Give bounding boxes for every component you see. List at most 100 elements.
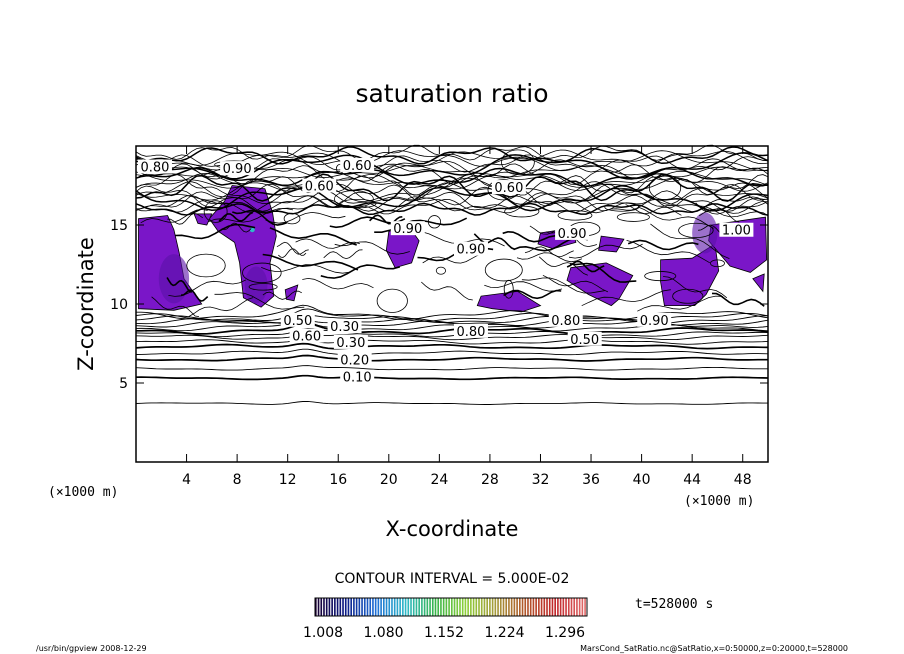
contour-label: 0.90 [456,243,485,258]
contour-label-bg [719,222,754,237]
colorbar-swatch [320,598,323,616]
contour-labels: 0.100.200.300.300.500.60 0.800.800.500.90… [137,157,754,386]
contour-line [695,202,740,223]
colorbar-swatch [578,598,581,616]
colorbar-swatch [385,598,388,616]
contour-line [135,333,769,341]
contour-loop [644,271,677,282]
x-tick-label: 20 [380,472,398,488]
colorbar-swatch [554,598,556,616]
time-label: t=528000 s [635,597,713,612]
colorbar-swatch [491,598,494,616]
x-axis-ticks: 4 8 12 16 20 24 28 32 36 40 44 48 [182,146,752,488]
contour-loop [501,149,535,175]
colorbar-swatch [407,598,410,616]
colorbar-swatch [344,598,347,616]
colorbar-swatch [505,598,508,616]
colorbar-swatch [393,598,396,616]
colorbar-swatch [391,598,393,616]
contour-line [320,264,401,279]
contour-loop [557,210,593,221]
colorbar-swatch [467,598,469,616]
colorbar-swatch [418,598,420,616]
y-axis-ticks: 5 10 15 [110,218,768,392]
contour-line [140,208,208,224]
contour-line [135,163,769,185]
colorbar-swatch [483,598,486,616]
contour-loop [334,190,374,208]
contour-line [473,233,516,251]
colorbar-swatch [546,598,548,616]
contour-label: 0.20 [340,353,369,368]
colorbar-swatch [581,598,584,616]
colorbar-swatch [366,598,369,616]
contour-line [570,262,637,283]
colorbar-frame [314,597,588,617]
colorbar-swatch [421,598,423,616]
contour-line [135,339,769,345]
x-tick-label: 4 [182,472,191,488]
x-unit-label: (×1000 m) [684,494,754,509]
contour-line [566,260,605,273]
colorbar-swatch [388,598,391,616]
contour-line [135,149,769,167]
colorbar-swatch [510,598,513,616]
contour-line [135,173,769,196]
colorbar-swatch [461,598,464,616]
contour-label-bg [137,159,172,174]
colorbar-swatch [396,598,399,616]
colorbar-tick-label: 1.296 [545,625,585,641]
contour-loop [503,279,514,299]
contour-line [650,223,730,259]
colorbar-swatch [437,598,440,616]
colorbar-swatch [442,598,445,616]
contour-line [262,253,359,271]
contour-label-bg [333,334,368,349]
colorbar-swatch [502,598,505,616]
colorbar-swatch [576,598,578,616]
contour-label-bg [453,323,488,338]
colorbar-swatch [567,598,570,616]
contour-loop [484,258,523,282]
colorbar-swatch [334,598,336,616]
colorbar-tick-label: 1.008 [303,625,343,641]
contour-loop [427,215,441,229]
x-axis-label: X-coordinate [386,517,519,541]
contour-label: 0.90 [558,227,587,242]
contour-line [276,241,309,255]
colorbar-swatch [551,598,554,616]
colorbar-swatch [451,598,453,616]
colorbar-swatch [470,598,472,616]
colorbar-swatch [472,598,475,616]
contour-line [232,209,287,226]
colorbar-swatch [412,598,415,616]
contour-line [135,374,769,381]
colorbar-swatch [372,598,374,616]
colorbar-swatch [499,598,502,616]
contour-label-bg [340,157,375,172]
colorbar-swatch [404,598,407,616]
colorbar-swatch [410,598,412,616]
contour-line [502,230,566,243]
contour-loop [648,175,682,200]
colorbar-tick-labels: 1.008 1.080 1.152 1.224 1.296 [303,625,585,641]
y-unit-label: (×1000 m) [48,485,118,500]
colorbar-swatch [380,598,382,616]
contour-label: 0.60 [305,180,334,195]
contour-label-bg [337,352,372,367]
contour-loop [376,288,408,313]
contour-label: 0.60 [343,159,372,174]
contour-line [135,202,769,216]
contour-loop [678,222,714,238]
contour-line [218,211,254,222]
chart-title: saturation ratio [355,79,548,108]
colorbar-tick-label: 1.152 [424,625,464,641]
contour-line [627,239,699,251]
contour-label-bg [340,369,375,384]
colorbar-swatch [363,598,366,616]
colorbar-swatch [431,598,434,616]
colorbar-swatch [342,598,344,616]
colorbar-swatch [486,598,488,616]
colorbar-swatch [434,598,437,616]
